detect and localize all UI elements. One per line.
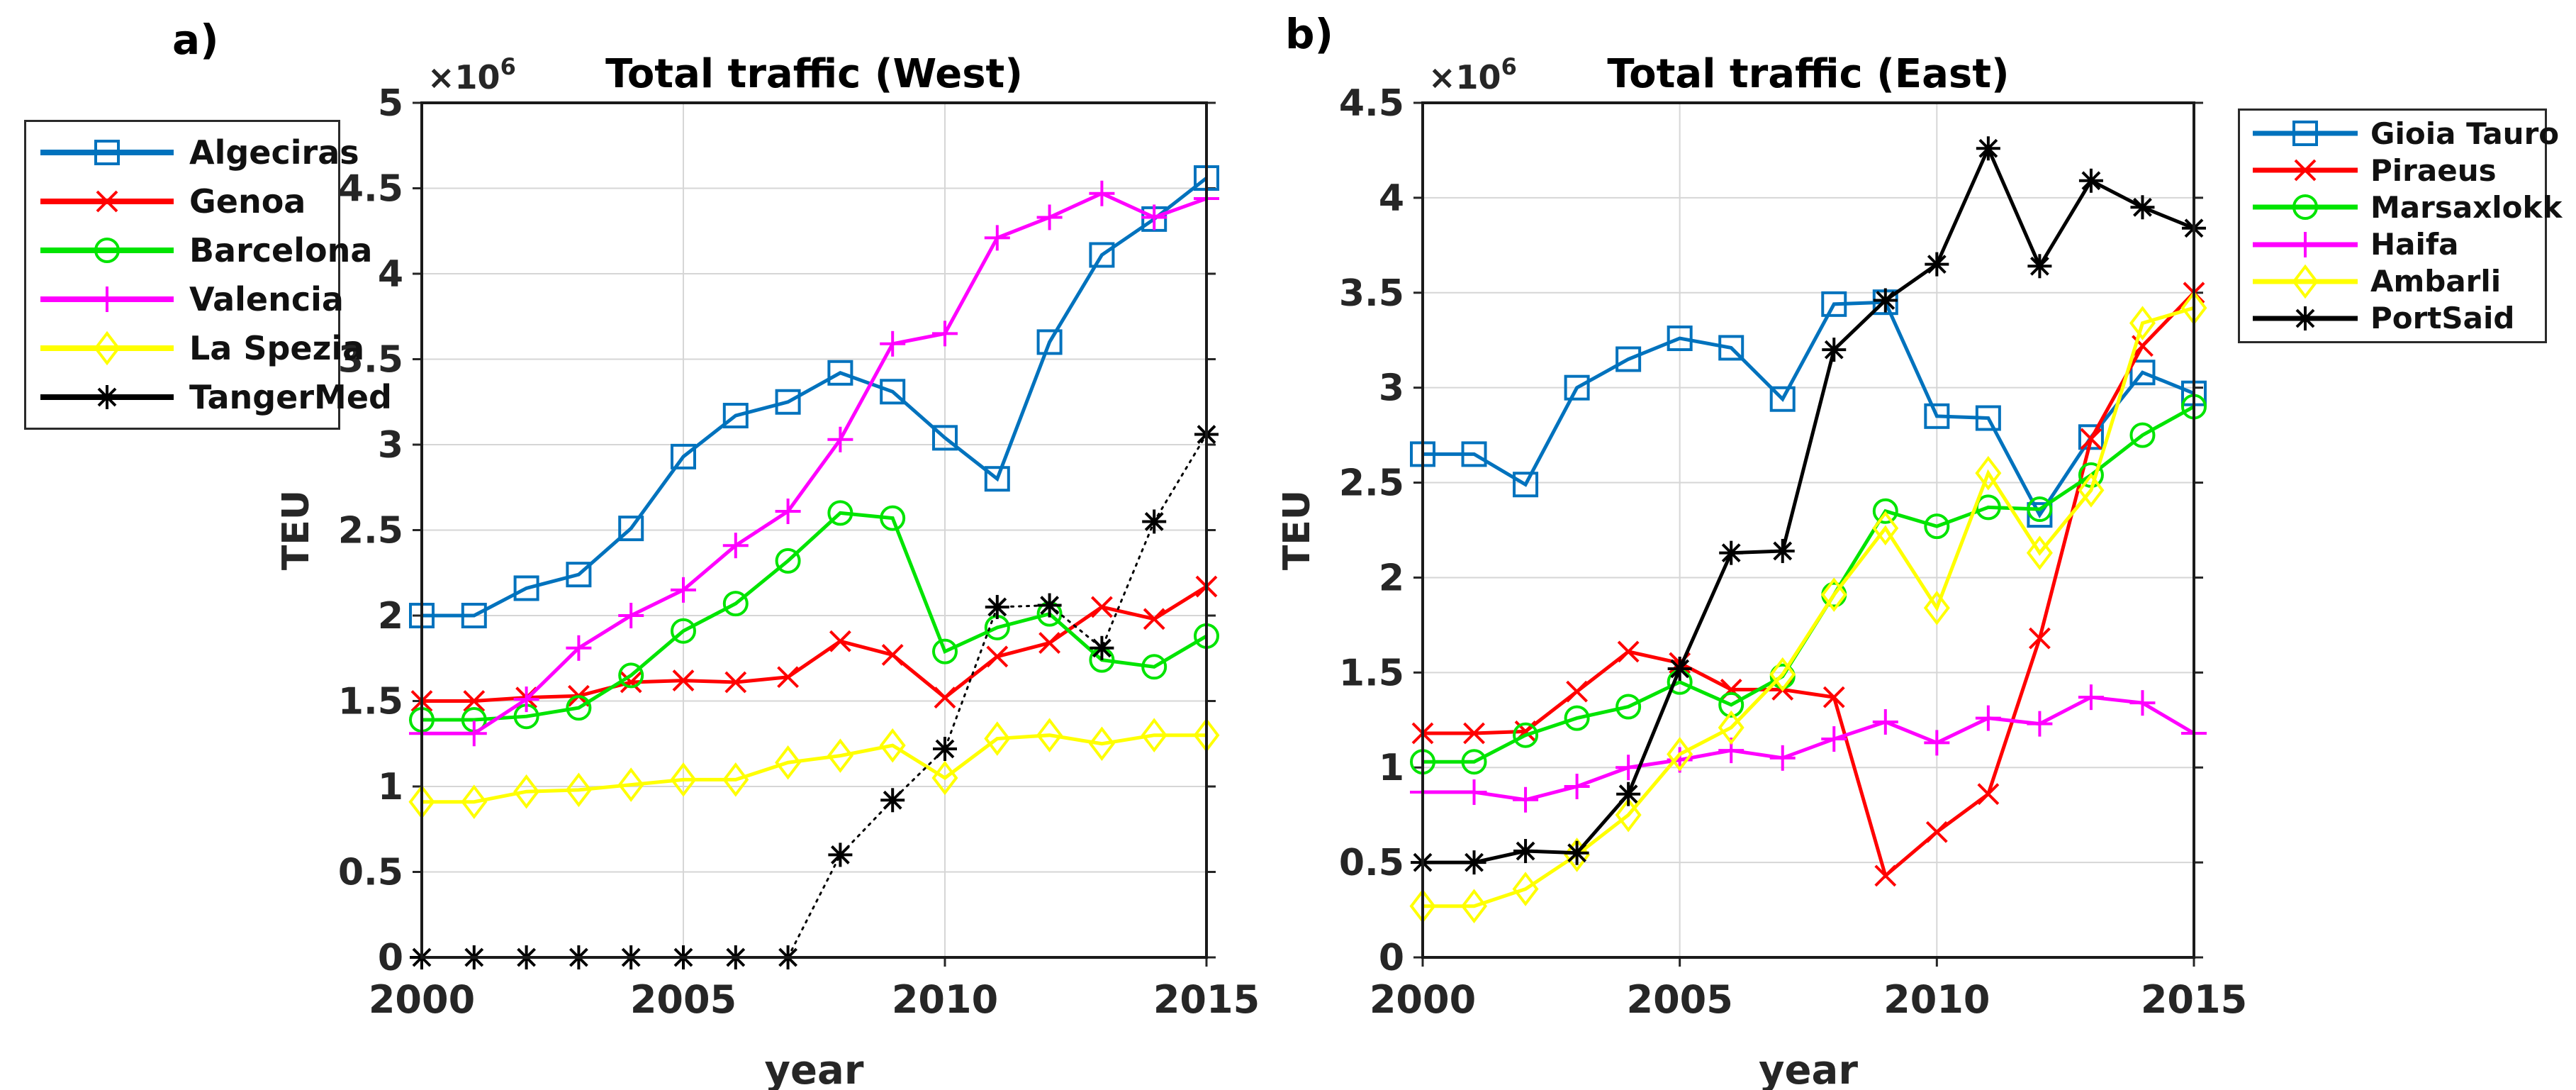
series-markers-gioia-tauro xyxy=(1410,289,2207,528)
legend-item-marsaxlokk: Marsaxlokk xyxy=(2249,190,2562,225)
x-tick-label: 2010 xyxy=(892,977,998,1022)
diamond-marker-swatch-icon xyxy=(2253,264,2358,299)
y-tick-label: 5 xyxy=(378,82,403,125)
y-tick-label: 4.5 xyxy=(338,168,403,211)
series-line-ambarli xyxy=(1423,306,2195,908)
y-tick-label: 0.5 xyxy=(338,852,403,894)
plot-border xyxy=(1421,101,2195,959)
diamond-marker-swatch-icon xyxy=(40,330,174,366)
series-line-genoa xyxy=(422,584,1208,703)
legend-label: TangerMed xyxy=(189,378,392,417)
series-line-piraeus xyxy=(1423,291,2195,879)
series-markers-algeciras xyxy=(409,165,1219,628)
x-marker-swatch-icon xyxy=(2253,159,2358,182)
legend-label: Gioia Tauro xyxy=(2370,116,2560,151)
y-tick-label: 3.5 xyxy=(338,339,403,382)
y-tick-label: 0 xyxy=(1379,937,1404,979)
x-marker-swatch-icon xyxy=(40,190,174,213)
legend-item-algeciras: Algeciras xyxy=(36,133,359,172)
legend-label: La Spezia xyxy=(189,329,365,368)
x-tick-label: 2005 xyxy=(1627,977,1733,1022)
legend-label: PortSaid xyxy=(2370,301,2515,336)
chart-title: Total traffic (East) xyxy=(1607,51,2009,97)
plus-marker-swatch-icon xyxy=(2253,231,2358,257)
y-tick-label: 0 xyxy=(378,937,403,979)
legend-item-valencia: Valencia xyxy=(36,280,344,318)
x-tick-label: 2005 xyxy=(630,977,737,1022)
legend-item-haifa: Haifa xyxy=(2249,227,2536,262)
series-line-algeciras xyxy=(422,177,1208,618)
legend-label: Barcelona xyxy=(189,230,373,269)
series-markers-valencia xyxy=(409,180,1219,747)
x-tick-label: 2000 xyxy=(1370,977,1476,1022)
asterisk-marker-swatch-icon xyxy=(2253,306,2358,330)
y-tick-label: 4 xyxy=(1379,177,1404,220)
x-tick-label: 2010 xyxy=(1883,977,1990,1022)
plot-border xyxy=(420,101,1208,959)
legend-item-piraeus: Piraeus xyxy=(2249,153,2536,188)
y-axis-label: TEU xyxy=(275,490,318,570)
legend-item-genoa: Genoa xyxy=(36,182,328,221)
y-tick-label: 1.5 xyxy=(1339,652,1404,694)
y-tick-label: 1.5 xyxy=(338,681,403,723)
series-line-gioia-tauro xyxy=(1423,300,2195,518)
y-tick-label: 2.5 xyxy=(1339,462,1404,505)
legend-item-tangermed: TangerMed xyxy=(36,378,392,416)
legend-item-barcelona: Barcelona xyxy=(36,231,372,269)
series-markers-portsaid xyxy=(1411,136,2206,875)
series-line-tangermed xyxy=(420,433,1208,959)
y-axis-label: TEU xyxy=(1276,490,1318,570)
legend-item-portsaid: PortSaid xyxy=(2249,301,2536,335)
series-line-haifa xyxy=(1423,695,2195,802)
series-markers-ambarli xyxy=(1409,290,2207,924)
legend-item-la-spezia: La Spezia xyxy=(36,329,364,367)
y-tick-label: 4.5 xyxy=(1339,82,1404,125)
square-marker-swatch-icon xyxy=(40,139,174,165)
y-tick-label: 4 xyxy=(378,253,403,296)
series-line-la-spezia xyxy=(422,733,1206,804)
y-tick-label: 3.5 xyxy=(1339,272,1404,315)
y-tick-label: 1 xyxy=(1379,747,1404,789)
legend-item-ambarli: Ambarli xyxy=(2249,264,2536,299)
panel-a-label: a) xyxy=(172,16,219,64)
asterisk-marker-swatch-icon xyxy=(40,385,174,410)
y-tick-label: 2.5 xyxy=(338,510,403,552)
circle-marker-swatch-icon xyxy=(40,237,174,263)
series-line-valencia xyxy=(422,191,1207,735)
y-tick-label: 3 xyxy=(378,424,403,467)
square-marker-swatch-icon xyxy=(2253,121,2358,147)
x-tick-label: 2015 xyxy=(1153,977,1260,1022)
series-markers-haifa xyxy=(1410,684,2207,813)
legend-item-gioia-tauro: Gioia Tauro xyxy=(2249,116,2559,151)
y-tick-label: 2 xyxy=(378,595,403,638)
legend-label: Valencia xyxy=(189,280,344,319)
legend-label: Piraeus xyxy=(2370,152,2497,188)
legend-west: Algeciras Genoa Barcelona Valencia La Spezia… xyxy=(24,120,392,430)
panel-b-label: b) xyxy=(1285,10,1334,58)
legend-label: Ambarli xyxy=(2370,264,2502,299)
series-line-barcelona xyxy=(422,511,1208,722)
circle-marker-swatch-icon xyxy=(2253,194,2358,221)
x-axis-label: year xyxy=(765,1047,864,1090)
series-line-portsaid xyxy=(1423,144,2195,864)
x-tick-label: 2000 xyxy=(369,977,475,1022)
legend-label: Haifa xyxy=(2370,227,2459,262)
y-exponent-label: ×106 xyxy=(1428,53,1517,96)
legend-label: Genoa xyxy=(189,182,306,221)
x-tick-label: 2015 xyxy=(2141,977,2247,1022)
y-tick-label: 3 xyxy=(1379,367,1404,410)
legend-label: Marsaxlokk xyxy=(2370,189,2563,225)
y-tick-label: 0.5 xyxy=(1339,842,1404,884)
x-axis-label: year xyxy=(1759,1047,1858,1090)
series-markers-piraeus xyxy=(1411,282,2205,887)
y-tick-label: 1 xyxy=(378,766,403,808)
legend-label: Algeciras xyxy=(189,133,359,172)
chart-title: Total traffic (West) xyxy=(605,51,1023,97)
legend-east: Gioia Tauro Piraeus Marsaxlokk Haifa Ambarli… xyxy=(2238,109,2562,343)
plus-marker-swatch-icon xyxy=(40,287,174,313)
y-tick-label: 2 xyxy=(1379,557,1404,599)
